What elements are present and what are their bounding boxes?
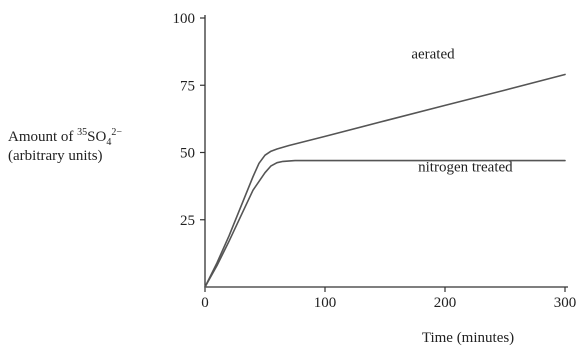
y-axis-title-line2: (arbitrary units) (8, 148, 103, 164)
y-ticks: 25 50 75 100 (173, 11, 205, 229)
y-axis: 25 50 75 100 (173, 11, 206, 287)
x-tick-label: 0 (201, 295, 209, 311)
y-axis-title: Amount of 35SO42− (arbitrary units) (8, 128, 178, 166)
series-line-aerated (204, 73, 566, 288)
series-line-nitrogen-treated (204, 159, 566, 288)
x-tick-label: 300 (554, 295, 577, 311)
y-tick-label: 25 (180, 213, 195, 229)
series-labels: aerated nitrogen treated (411, 46, 513, 175)
y-axis-title-line1: Amount of 35SO42− (8, 127, 122, 148)
series-lines (204, 73, 566, 288)
y-tick-label: 50 (180, 146, 195, 162)
series-label-nitrogen-treated: nitrogen treated (418, 159, 513, 175)
x-axis: 0 100 200 300 Time (minutes) (201, 286, 576, 346)
x-tick-label: 100 (314, 295, 337, 311)
x-tick-label: 200 (434, 295, 457, 311)
y-tick-label: 100 (173, 11, 196, 27)
x-ticks: 0 100 200 300 (201, 287, 576, 311)
y-tick-label: 75 (180, 78, 195, 94)
x-axis-title: Time (minutes) (422, 330, 514, 346)
series-label-aerated: aerated (411, 46, 455, 62)
